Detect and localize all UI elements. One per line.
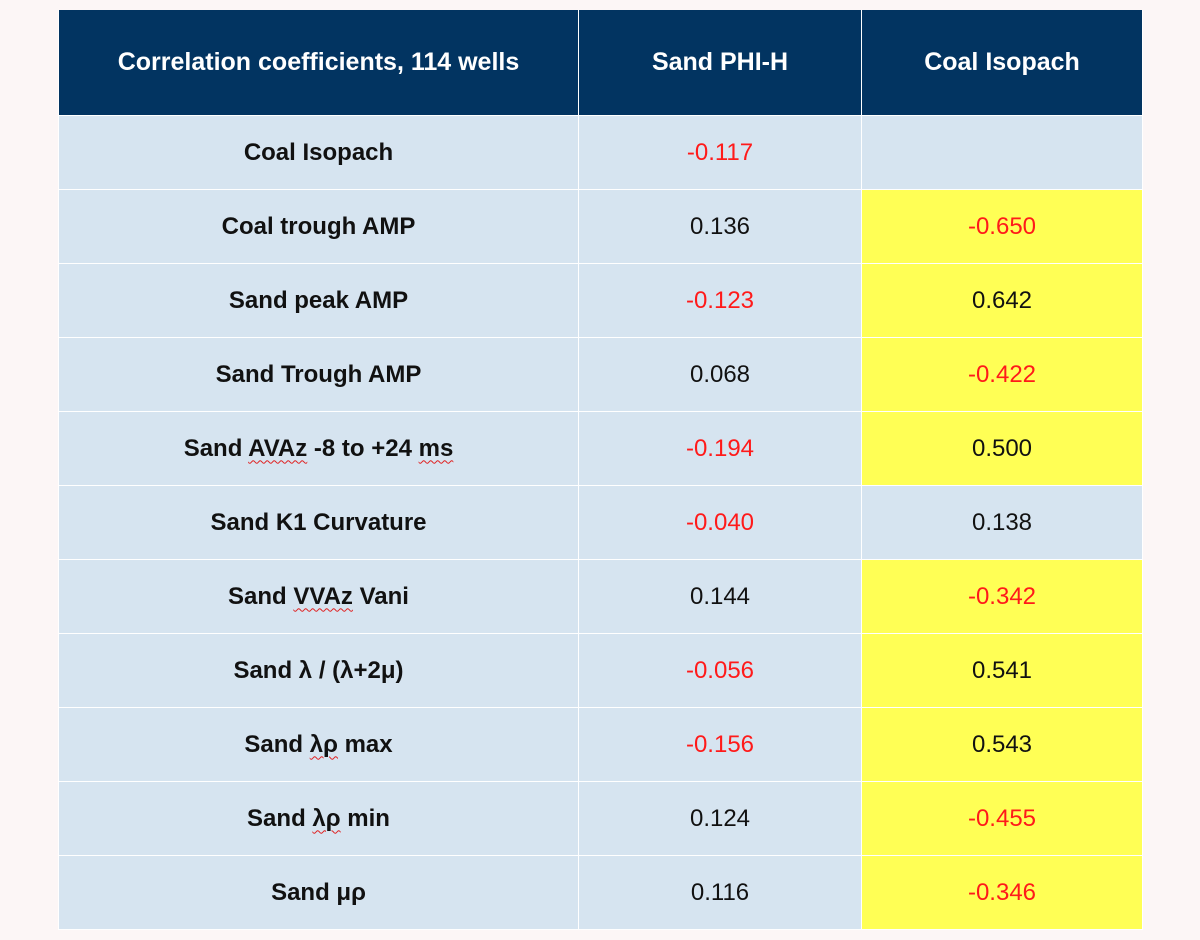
row-label: Sand λρ min (58, 781, 579, 856)
label-text: min (340, 804, 390, 832)
sand-phi-h-value: -0.156 (578, 707, 862, 782)
sand-phi-h-value: -0.123 (578, 263, 862, 338)
sand-phi-h-value: -0.040 (578, 485, 862, 560)
table-row: Sand AVAz -8 to +24 ms -0.194 0.500 (58, 411, 1143, 486)
header-coal-isopach: Coal Isopach (861, 10, 1143, 116)
table-row: Sand Trough AMP 0.068 -0.422 (58, 337, 1143, 412)
row-label: Sand Trough AMP (58, 337, 579, 412)
table-row: Sand K1 Curvature -0.040 0.138 (58, 485, 1143, 560)
coal-isopach-value: -0.346 (861, 855, 1143, 930)
coal-isopach-value: 0.642 (861, 263, 1143, 338)
sand-phi-h-value: 0.144 (578, 559, 862, 634)
coal-isopach-value: 0.500 (861, 411, 1143, 486)
coal-isopach-value: -0.650 (861, 189, 1143, 264)
sand-phi-h-value: -0.194 (578, 411, 862, 486)
coal-isopach-value (861, 115, 1143, 190)
coal-isopach-value: -0.342 (861, 559, 1143, 634)
table-row: Sand peak AMP -0.123 0.642 (58, 263, 1143, 338)
table-row: Sand λ / (λ+2μ) -0.056 0.541 (58, 633, 1143, 708)
row-label: Coal Isopach (58, 115, 579, 190)
label-text: Sand (244, 730, 310, 758)
label-text: Sand (228, 582, 294, 610)
table-row: Sand λρ max -0.156 0.543 (58, 707, 1143, 782)
correlation-table: Correlation coefficients, 114 wells Sand… (58, 10, 1143, 930)
row-label: Sand peak AMP (58, 263, 579, 338)
table-row: Sand VVAz Vani 0.144 -0.342 (58, 559, 1143, 634)
sand-phi-h-value: 0.116 (578, 855, 862, 930)
spellcheck-word: AVAz (248, 434, 308, 462)
table-row: Sand λρ min 0.124 -0.455 (58, 781, 1143, 856)
coal-isopach-value: -0.455 (861, 781, 1143, 856)
header-correlation: Correlation coefficients, 114 wells (58, 10, 579, 116)
coal-isopach-value: -0.422 (861, 337, 1143, 412)
row-label: Sand λρ max (58, 707, 579, 782)
spellcheck-word: VVAz (293, 582, 353, 610)
coal-isopach-value: 0.138 (861, 485, 1143, 560)
row-label: Sand VVAz Vani (58, 559, 579, 634)
sand-phi-h-value: 0.136 (578, 189, 862, 264)
label-text: Sand (247, 804, 313, 832)
table-row: Sand μρ 0.116 -0.346 (58, 855, 1143, 930)
label-text: -8 to +24 (307, 434, 419, 462)
row-label: Sand AVAz -8 to +24 ms (58, 411, 579, 486)
sand-phi-h-value: -0.056 (578, 633, 862, 708)
row-label: Coal trough AMP (58, 189, 579, 264)
row-label: Sand μρ (58, 855, 579, 930)
label-text: Sand (183, 434, 249, 462)
coal-isopach-value: 0.541 (861, 633, 1143, 708)
sand-phi-h-value: 0.068 (578, 337, 862, 412)
row-label: Sand K1 Curvature (58, 485, 579, 560)
row-label: Sand λ / (λ+2μ) (58, 633, 579, 708)
sand-phi-h-value: 0.124 (578, 781, 862, 856)
spellcheck-word: ms (418, 434, 454, 462)
table-row: Coal Isopach -0.117 (58, 115, 1143, 190)
spellcheck-word: λρ (309, 730, 338, 758)
label-text: Vani (352, 582, 409, 610)
header-row: Correlation coefficients, 114 wells Sand… (58, 10, 1143, 116)
correlation-table-container: Correlation coefficients, 114 wells Sand… (58, 10, 1143, 930)
coal-isopach-value: 0.543 (861, 707, 1143, 782)
header-sand-phi-h: Sand PHI-H (578, 10, 862, 116)
spellcheck-word: λρ (312, 804, 341, 832)
table-row: Coal trough AMP 0.136 -0.650 (58, 189, 1143, 264)
label-text: max (337, 730, 393, 758)
sand-phi-h-value: -0.117 (578, 115, 862, 190)
